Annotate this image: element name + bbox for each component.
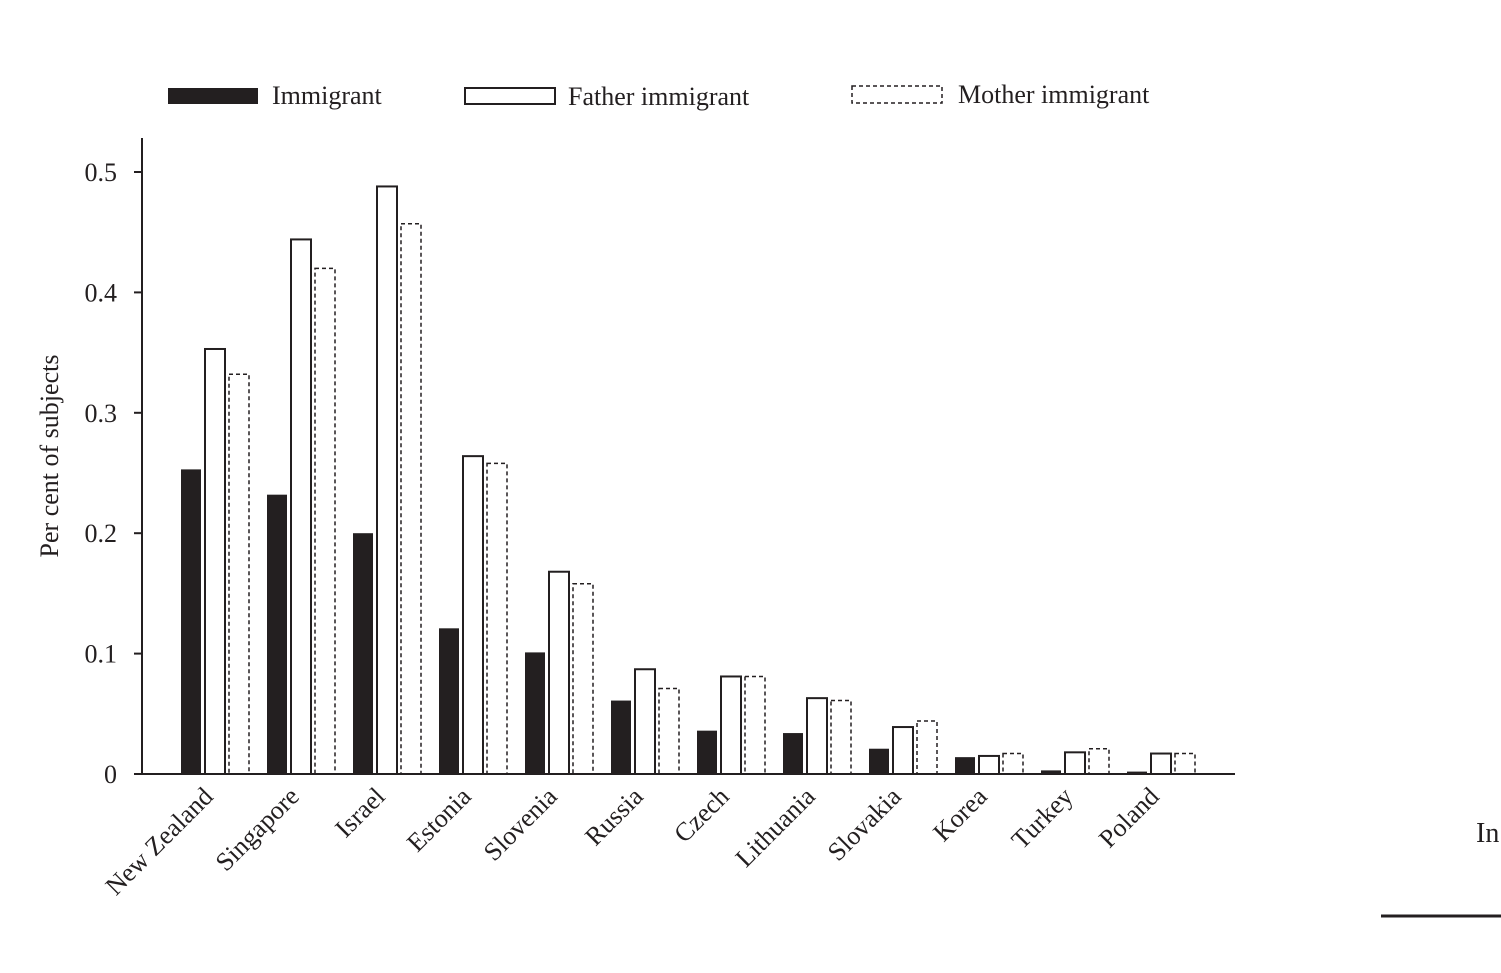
bar-mother-immigrant-russia: [658, 687, 680, 775]
legend-swatch-mother-immigrant: [851, 85, 943, 104]
x-tick-label-czech: Czech: [668, 782, 734, 848]
bar-immigrant-russia: [611, 700, 631, 774]
bar-father-immigrant-slovenia: [548, 570, 570, 776]
bar-immigrant-czech: [697, 730, 717, 774]
bar-immigrant-slovenia: [525, 652, 545, 774]
y-tick-label: 0.4: [85, 278, 118, 307]
bar-immigrant-lithuania: [783, 733, 803, 774]
y-tick-label: 0.2: [85, 519, 118, 548]
x-tick-label-poland: Poland: [1093, 782, 1165, 854]
legend-label-immigrant: Immigrant: [272, 81, 383, 110]
x-tick-label-singapore: Singapore: [210, 782, 305, 877]
edge-text-fragment: In: [1476, 818, 1499, 849]
x-tick-label-slovakia: Slovakia: [822, 781, 907, 866]
y-tick-label: 0: [104, 760, 117, 789]
legend-swatch-father-immigrant: [464, 87, 556, 105]
bar-immigrant-poland: [1127, 771, 1147, 774]
bar-father-immigrant-lithuania: [806, 697, 828, 776]
legend-label-mother-immigrant: Mother immigrant: [958, 80, 1150, 109]
bar-immigrant-korea: [955, 757, 975, 774]
x-tick-label-russia: Russia: [579, 781, 649, 851]
bar-mother-immigrant-singapore: [314, 267, 336, 775]
legend-swatch-immigrant: [168, 88, 258, 104]
bar-mother-immigrant-poland: [1174, 752, 1196, 775]
bar-mother-immigrant-korea: [1002, 752, 1024, 775]
x-tick-label-slovenia: Slovenia: [478, 781, 563, 866]
bar-father-immigrant-israel: [376, 185, 398, 775]
bar-immigrant-estonia: [439, 628, 459, 774]
bar-father-immigrant-russia: [634, 668, 656, 776]
x-tick-label-korea: Korea: [927, 781, 993, 847]
y-tick-label: 0.5: [85, 158, 118, 187]
bar-immigrant-slovakia: [869, 748, 889, 774]
bar-father-immigrant-czech: [720, 675, 742, 776]
bar-mother-immigrant-slovenia: [572, 583, 594, 775]
bar-immigrant-new-zealand: [181, 469, 201, 774]
y-axis-title: Per cent of subjects: [35, 355, 64, 558]
x-tick-label-lithuania: Lithuania: [730, 781, 821, 872]
bar-mother-immigrant-estonia: [486, 462, 508, 775]
bar-father-immigrant-poland: [1150, 752, 1172, 775]
bar-mother-immigrant-new-zealand: [228, 373, 250, 775]
bar-father-immigrant-slovakia: [892, 726, 914, 776]
y-tick-label: 0.3: [85, 399, 118, 428]
bar-father-immigrant-new-zealand: [204, 347, 226, 775]
x-tick-label-estonia: Estonia: [401, 781, 477, 857]
bar-immigrant-singapore: [267, 494, 287, 774]
bar-mother-immigrant-czech: [744, 675, 766, 775]
x-tick-label-turkey: Turkey: [1006, 782, 1079, 855]
bar-father-immigrant-singapore: [290, 238, 312, 775]
bar-mother-immigrant-lithuania: [830, 699, 852, 775]
bar-immigrant-israel: [353, 533, 373, 774]
x-tick-label-new-zealand: New Zealand: [100, 782, 219, 901]
plot-area: [181, 185, 1196, 776]
legend: Immigrant Father immigrant Mother immigr…: [168, 80, 1150, 111]
legend-label-father-immigrant: Father immigrant: [568, 82, 750, 111]
x-tick-label-israel: Israel: [329, 782, 390, 843]
bar-mother-immigrant-israel: [400, 223, 422, 775]
y-tick-label: 0.1: [85, 640, 118, 669]
bar-father-immigrant-korea: [978, 754, 1000, 776]
bar-father-immigrant-turkey: [1064, 751, 1086, 776]
bar-immigrant-turkey: [1041, 770, 1061, 774]
bar-mother-immigrant-turkey: [1088, 747, 1110, 775]
bar-mother-immigrant-slovakia: [916, 720, 938, 775]
bar-father-immigrant-estonia: [462, 455, 484, 775]
